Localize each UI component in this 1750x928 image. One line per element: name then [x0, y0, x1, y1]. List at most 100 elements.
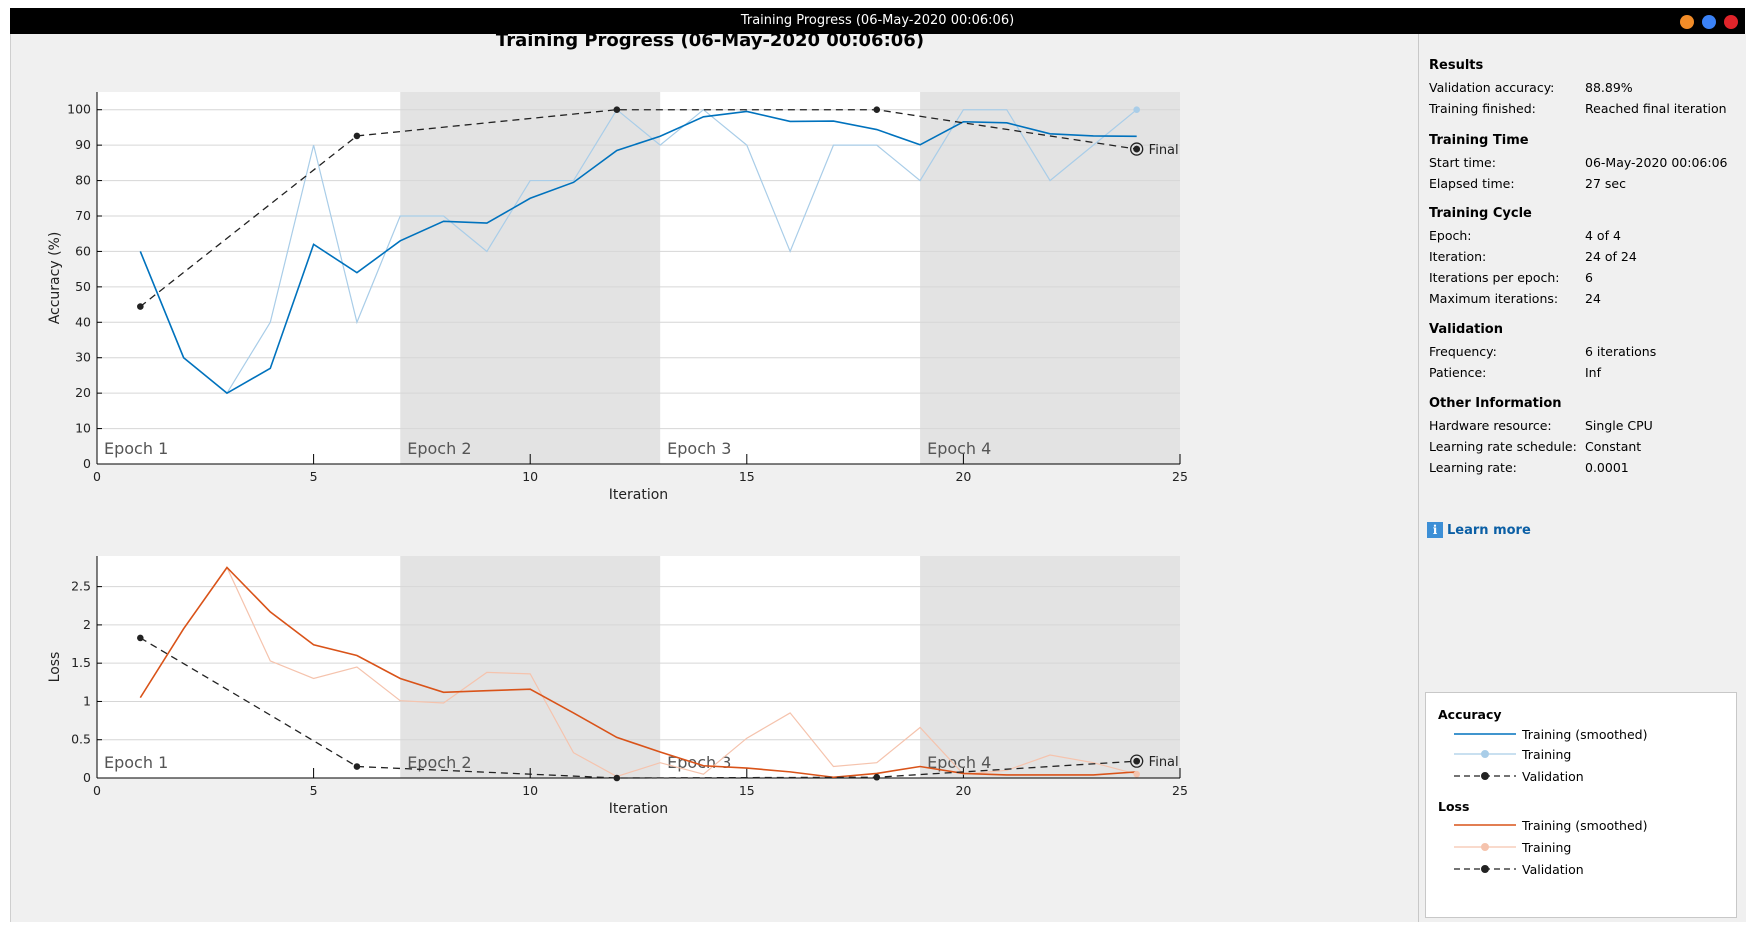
- acc-epoch-label: Epoch 1: [104, 439, 168, 458]
- legend-loss-smoothed-label: Training (smoothed): [1522, 818, 1648, 833]
- learn-more-label: Learn more: [1447, 523, 1531, 538]
- loss-validation-point: [353, 763, 361, 770]
- legend-loss-validation-label: Validation: [1522, 862, 1584, 877]
- loss-validation-point: [137, 634, 144, 642]
- loss-epoch-band: [400, 556, 661, 778]
- info-panel: Results Validation accuracy: 88.89% Trai…: [1418, 34, 1746, 922]
- loss-final-marker: [1133, 757, 1140, 765]
- legend-loss-swatches: [1454, 824, 1516, 873]
- acc-y-tick-label: 30: [75, 350, 91, 365]
- patience-label: Patience:: [1429, 365, 1487, 380]
- loss-x-tick-label: 20: [955, 783, 971, 798]
- frequency-value: 6 iterations: [1585, 344, 1657, 359]
- loss-x-tick-label: 0: [93, 783, 101, 798]
- loss-x-tick-label: 15: [739, 783, 755, 798]
- loss-y-tick-label: 1: [83, 693, 91, 708]
- start-time-label: Start time:: [1429, 155, 1496, 170]
- legend-loss-validation-marker: [1481, 865, 1489, 873]
- iterations-per-epoch-label: Iterations per epoch:: [1429, 270, 1560, 285]
- start-time-value: 06-May-2020 00:06:06: [1585, 155, 1728, 170]
- loss-epoch-label: Epoch 1: [104, 753, 168, 772]
- charts-area: Training Progress (06-May-2020 00:06:06)…: [47, 34, 1188, 817]
- chart-title: Training Progress (06-May-2020 00:06:06): [496, 34, 924, 51]
- loss-x-tick-label: 10: [522, 783, 538, 798]
- learning-rate-value: 0.0001: [1585, 460, 1629, 475]
- legend-loss-title: Loss: [1438, 799, 1470, 814]
- validation-accuracy-value: 88.89%: [1585, 80, 1633, 95]
- training-time-title: Training Time: [1429, 133, 1529, 148]
- loss-epoch-label: Epoch 4: [927, 753, 991, 772]
- learn-more-link[interactable]: i Learn more: [1427, 522, 1531, 538]
- hardware-resource-value: Single CPU: [1585, 418, 1653, 433]
- acc-y-tick-label: 60: [75, 243, 91, 258]
- loss-x-axis-label: Iteration: [609, 801, 668, 817]
- acc-epoch-label: Epoch 4: [927, 439, 991, 458]
- loss-x-tick-label: 5: [310, 783, 318, 798]
- iteration-label: Iteration:: [1429, 249, 1487, 264]
- legend-accuracy-title: Accuracy: [1438, 707, 1502, 722]
- loss-y-tick-label: 0: [83, 770, 91, 785]
- validation-title: Validation: [1429, 322, 1503, 337]
- maximum-iterations-label: Maximum iterations:: [1429, 291, 1559, 306]
- info-icon: i: [1427, 522, 1443, 538]
- epoch-value: 4 of 4: [1585, 228, 1621, 243]
- acc-x-axis-label: Iteration: [609, 487, 668, 503]
- acc-y-tick-label: 80: [75, 173, 91, 188]
- acc-training-final-point: [1133, 106, 1140, 114]
- training-cycle-title: Training Cycle: [1429, 206, 1532, 221]
- loss-epoch-label: Epoch 3: [667, 753, 731, 772]
- learning-rate-label: Learning rate:: [1429, 460, 1517, 475]
- legend-loss-training-label: Training: [1522, 840, 1572, 855]
- accuracy-plot: 0 10 20 30 40 50 60 70 80 90 100 0 5 10 15 20 25 Iteratio…: [47, 92, 1188, 503]
- acc-y-axis-label: Accuracy (%): [47, 232, 63, 325]
- maximum-iterations-value: 24: [1585, 291, 1601, 306]
- acc-epoch-label: Epoch 3: [667, 439, 731, 458]
- acc-final-label: Final: [1149, 143, 1179, 158]
- training-finished-value: Reached final iteration: [1585, 101, 1727, 116]
- loss-y-tick-label: 2.5: [71, 579, 91, 594]
- acc-x-tick-label: 0: [93, 469, 101, 484]
- loss-validation-line: [139, 637, 1137, 779]
- close-button[interactable]: [1724, 15, 1738, 29]
- loss-plot: 0 0.5 1 1.5 2 2.5 0 5 10 15 20 25 Iteration Loss Epoch…: [47, 556, 1188, 817]
- learning-rate-schedule-value: Constant: [1585, 439, 1642, 454]
- acc-training-smoothed-line: [139, 110, 1137, 395]
- maximize-button[interactable]: [1702, 15, 1716, 29]
- legend-acc-validation-marker: [1481, 772, 1489, 780]
- loss-validation-point: [613, 774, 621, 782]
- frequency-label: Frequency:: [1429, 344, 1497, 359]
- acc-x-tick-label: 25: [1172, 469, 1188, 484]
- legend-loss-training-marker: [1481, 843, 1489, 851]
- loss-y-tick-label: 0.5: [71, 732, 91, 747]
- training-finished-label: Training finished:: [1429, 101, 1536, 116]
- acc-x-tick-label: 10: [522, 469, 538, 484]
- loss-validation-point: [873, 773, 881, 781]
- acc-epoch-band: [920, 92, 1180, 464]
- loss-training-smoothed-line: [139, 566, 1137, 779]
- window-title: Training Progress (06-May-2020 00:06:06): [740, 13, 1015, 28]
- hardware-resource-label: Hardware resource:: [1429, 418, 1552, 433]
- iteration-value: 24 of 24: [1585, 249, 1637, 264]
- acc-y-tick-label: 100: [67, 102, 91, 117]
- acc-y-tick-label: 20: [75, 385, 91, 400]
- acc-x-tick-label: 5: [310, 469, 318, 484]
- loss-final-label: Final: [1149, 755, 1179, 770]
- acc-y-tick-label: 50: [75, 279, 91, 294]
- loss-epoch-band: [920, 556, 1180, 778]
- iterations-per-epoch-value: 6: [1585, 270, 1593, 285]
- legend-acc-smoothed-label: Training (smoothed): [1522, 727, 1648, 742]
- epoch-label: Epoch:: [1429, 228, 1472, 243]
- elapsed-time-label: Elapsed time:: [1429, 176, 1515, 191]
- learning-rate-schedule-label: Learning rate schedule:: [1429, 439, 1577, 454]
- minimize-button[interactable]: [1680, 15, 1694, 29]
- acc-x-tick-label: 20: [955, 469, 971, 484]
- patience-value: Inf: [1585, 365, 1602, 380]
- acc-y-tick-label: 40: [75, 314, 91, 329]
- acc-training-line: [139, 108, 1138, 395]
- legend-accuracy-swatches: [1454, 733, 1516, 780]
- acc-final-marker-ring: [1130, 142, 1144, 156]
- loss-y-tick-label: 1.5: [71, 655, 91, 670]
- acc-y-tick-label: 10: [75, 421, 91, 436]
- acc-y-tick-label: 70: [75, 208, 91, 223]
- validation-accuracy-label: Validation accuracy:: [1429, 80, 1555, 95]
